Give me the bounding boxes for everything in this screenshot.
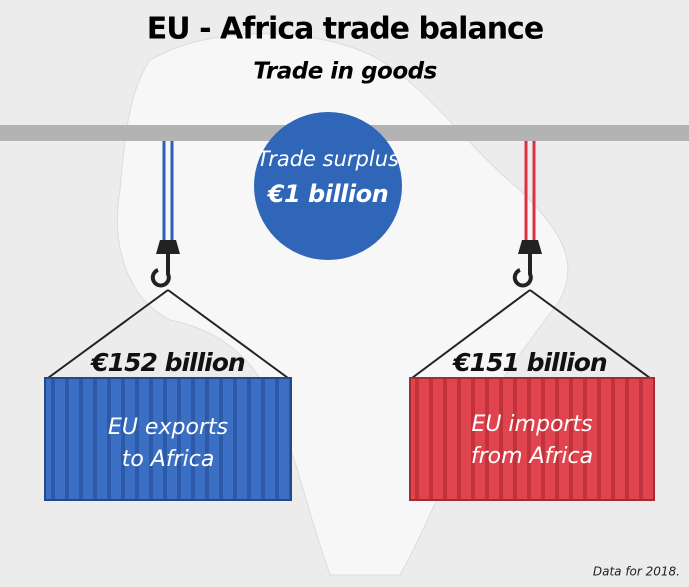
imports-label: from Africa: [471, 444, 593, 469]
surplus-label: Trade surplus: [257, 147, 399, 171]
imports-label: EU imports: [471, 412, 592, 437]
subtitle: Trade in goods: [253, 59, 437, 85]
right-crane: [411, 141, 651, 379]
surplus-circle: [254, 112, 402, 260]
left-crane: [47, 141, 289, 379]
exports-label: to Africa: [122, 447, 215, 472]
imports-value: €151 billion: [451, 348, 607, 377]
exports-label: EU exports: [108, 415, 228, 440]
exports-container: [44, 377, 292, 501]
exports-value: €152 billion: [89, 348, 245, 377]
surplus-value: €1 billion: [267, 180, 388, 208]
footnote: Data for 2018.: [593, 565, 680, 579]
title: EU - Africa trade balance: [147, 12, 543, 47]
imports-container: [409, 377, 655, 501]
